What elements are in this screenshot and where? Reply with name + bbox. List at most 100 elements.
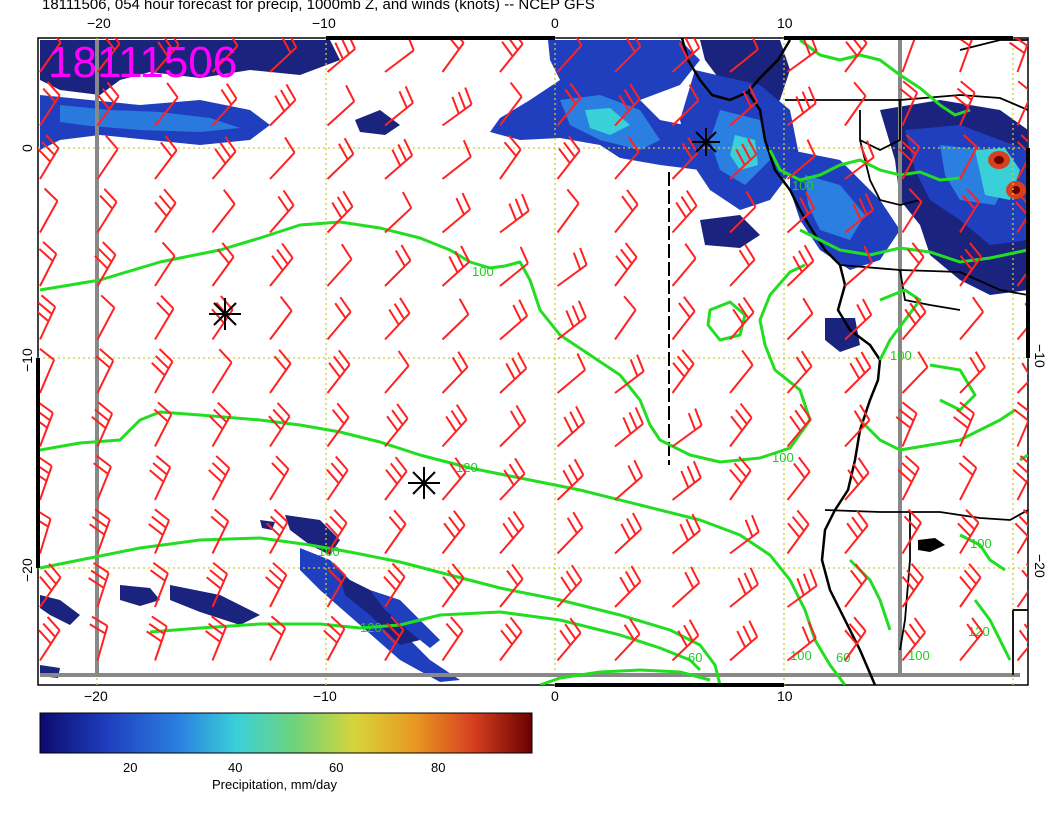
wind-barb — [499, 457, 526, 501]
wind-barb — [671, 296, 696, 341]
wind-barb — [957, 508, 980, 555]
wind-barb — [499, 563, 524, 608]
wind-barb — [441, 298, 470, 341]
wind-barb — [844, 38, 868, 73]
wind-barb — [844, 351, 872, 394]
wind-barb — [88, 562, 110, 608]
wind-barb — [154, 188, 177, 234]
wind-barb — [729, 514, 760, 555]
wind-barb — [901, 242, 925, 287]
wind-barb — [901, 508, 922, 555]
wind-barb — [441, 139, 472, 180]
wind-barb — [786, 509, 810, 555]
wind-barb — [154, 241, 176, 287]
wind-barb — [38, 616, 61, 662]
wind-barb — [844, 245, 874, 287]
contour-label: 100 — [970, 536, 992, 551]
wind-barb — [556, 458, 585, 501]
date-stamp: 18111506 — [48, 38, 238, 87]
wind-barb — [671, 137, 699, 180]
wind-barb — [1016, 80, 1028, 126]
wind-barb — [211, 38, 239, 73]
wind-barb — [614, 136, 640, 180]
wind-barb — [729, 296, 755, 341]
wind-barb — [556, 564, 583, 608]
wind-barb — [326, 455, 349, 501]
wind-barb — [93, 454, 112, 501]
wind-barb — [208, 455, 231, 501]
contour-label: 100 — [472, 264, 494, 279]
wind-barb — [953, 401, 975, 447]
wind-barb — [38, 241, 58, 287]
map-title: 18111506, 054 hour forecast for precip, … — [42, 0, 595, 13]
wind-barb — [671, 408, 703, 448]
bottom-tick-label: 10 — [777, 688, 793, 704]
wind-barb — [269, 295, 293, 341]
wind-barb — [146, 615, 168, 661]
wind-barb — [323, 615, 346, 661]
wind-barb — [786, 297, 814, 341]
wind-barb — [94, 241, 117, 287]
wind-barb — [786, 350, 813, 394]
wind-barb — [671, 460, 702, 501]
wind-barb — [556, 300, 587, 341]
contour-label: 120 — [456, 460, 478, 475]
wind-barb — [384, 138, 414, 180]
wind-barb — [269, 349, 292, 394]
wind-barb — [384, 297, 411, 341]
wind-barb — [786, 456, 811, 501]
wind-barb — [384, 244, 412, 287]
contour-label: 120 — [968, 624, 990, 639]
wind-barb — [614, 406, 644, 448]
wind-barb — [38, 294, 57, 340]
wind-barb — [96, 134, 119, 180]
wind-barb — [267, 615, 287, 661]
island-marker — [918, 538, 945, 552]
graticule — [38, 38, 1028, 685]
precip-colorbar — [39, 712, 533, 754]
wind-barb — [614, 354, 645, 394]
wind-barb — [210, 508, 230, 554]
wind-barb — [959, 617, 984, 662]
wind-barb — [326, 349, 351, 394]
wind-barb — [209, 401, 232, 448]
wind-barb — [1009, 38, 1028, 73]
wind-barb — [729, 190, 757, 234]
wind-barb — [729, 567, 759, 608]
wind-barb — [959, 242, 982, 287]
wind-barb — [556, 135, 581, 180]
wind-barb — [1013, 401, 1028, 447]
wind-barb — [556, 617, 582, 662]
wind-barb — [729, 349, 754, 394]
contour-label: 100 — [908, 648, 930, 663]
wind-barb — [384, 191, 413, 234]
wind-barb — [729, 402, 753, 448]
wind-barb — [265, 562, 288, 608]
wind-barb — [38, 134, 60, 180]
wind-barb — [844, 192, 874, 234]
contour-label: 60 — [688, 650, 702, 665]
colorbar-ticks: 20 40 60 80 — [123, 760, 445, 775]
left-tick-label: −10 — [19, 348, 35, 372]
wind-barb — [671, 619, 700, 662]
wind-barb — [786, 139, 816, 180]
wind-barb — [729, 85, 759, 127]
colorbar-tick-label: 40 — [228, 760, 242, 775]
wind-barb — [382, 615, 405, 662]
top-tick-label: 0 — [551, 15, 559, 31]
wind-barb — [844, 298, 873, 341]
wind-barb — [556, 188, 580, 234]
wind-barbs — [38, 38, 1028, 662]
wind-barb — [499, 299, 529, 341]
left-tick-label: −20 — [19, 558, 35, 582]
wind-barb — [154, 294, 175, 341]
wind-barb — [786, 86, 817, 127]
wind-barb — [326, 137, 355, 180]
contour-label: 100 — [790, 648, 812, 663]
top-tick-label: −20 — [87, 15, 111, 31]
wind-barb — [844, 457, 870, 501]
wind-barb — [844, 404, 871, 448]
wind-barb — [901, 188, 923, 234]
wind-barb — [95, 348, 115, 394]
wind-barb — [499, 510, 525, 555]
